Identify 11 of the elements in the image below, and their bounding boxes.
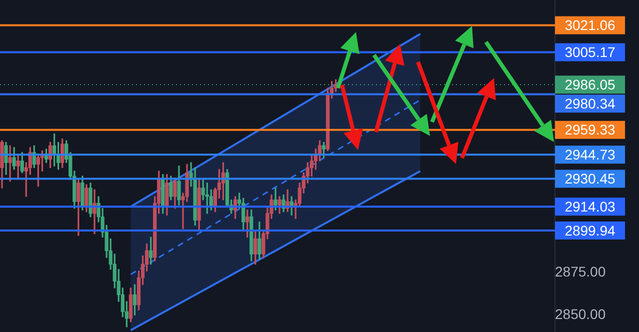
- ref-line-label: 2899.94: [564, 222, 616, 238]
- ref-line-label: 2944.73: [564, 146, 616, 162]
- ref-line-label: 2980.34: [564, 95, 616, 112]
- y-tick-label: 2875.00: [555, 264, 606, 280]
- ref-line-label: 3021.06: [564, 17, 616, 34]
- ref-line-label: 2959.33: [564, 122, 616, 138]
- y-tick-label: 2850.00: [555, 306, 606, 322]
- ref-line-label: 2914.03: [564, 198, 616, 214]
- ref-line-label: 2930.45: [564, 170, 616, 187]
- ref-line-label: 3005.17: [564, 44, 616, 60]
- ref-line-label: 2986.05: [564, 76, 616, 92]
